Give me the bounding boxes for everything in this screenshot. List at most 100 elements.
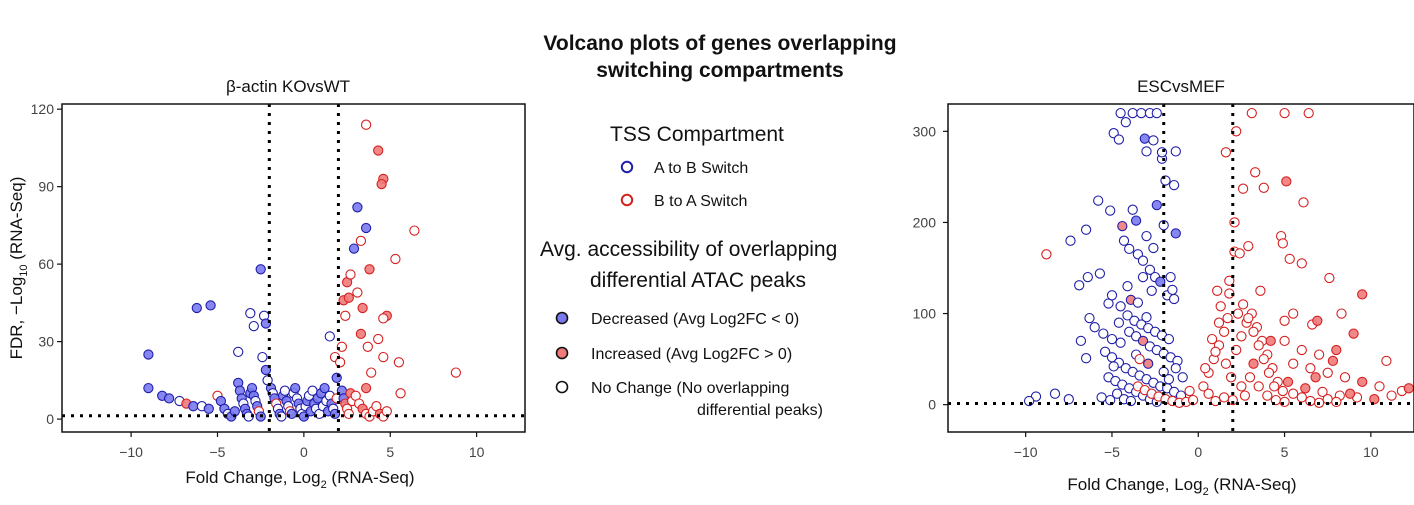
data-point	[373, 145, 384, 156]
data-point	[1080, 224, 1092, 235]
data-point	[276, 411, 287, 422]
x-axis-label: Fold Change, Log2 (RNA-Seq)	[1067, 475, 1296, 498]
legend-increased-marker	[555, 346, 569, 360]
data-point	[1206, 333, 1218, 345]
x-tick-label: 0	[300, 444, 308, 460]
data-point	[290, 382, 301, 394]
data-point	[1265, 335, 1276, 347]
x-axis-label: Fold Change, Log2 (RNA-Seq)	[185, 468, 414, 491]
data-point	[257, 351, 268, 363]
data-point	[1284, 253, 1295, 265]
data-point	[191, 302, 202, 314]
data-point	[1288, 358, 1299, 369]
data-point	[1317, 386, 1328, 398]
x-tick-label: −5	[1104, 444, 1120, 460]
x-tick-label: 0	[1194, 444, 1202, 460]
data-point	[1253, 340, 1264, 351]
data-point	[1263, 367, 1275, 378]
data-point	[395, 388, 406, 399]
data-point	[1143, 358, 1154, 369]
data-points	[1023, 107, 1414, 408]
data-point	[393, 357, 405, 368]
data-point	[345, 269, 356, 280]
x-axis-label-main: Fold Change, Log	[185, 468, 320, 487]
data-point	[366, 367, 377, 378]
data-point	[378, 351, 389, 363]
y-tick-label: 0	[928, 397, 936, 413]
data-point	[1170, 228, 1181, 239]
data-point	[1122, 310, 1133, 321]
data-point	[1200, 363, 1211, 374]
data-point	[1322, 367, 1333, 378]
data-point	[1170, 146, 1181, 157]
data-point	[1300, 383, 1311, 394]
y-axis-label-suffix: (RNA-Seq)	[7, 177, 26, 265]
data-point	[1148, 242, 1159, 254]
data-point	[1255, 285, 1266, 296]
data-point	[390, 253, 401, 265]
data-point	[1243, 240, 1254, 252]
data-point	[1269, 381, 1280, 392]
data-point	[1237, 299, 1249, 310]
data-point	[1141, 312, 1152, 323]
plot-title: β-actin KOvsWT	[226, 77, 350, 96]
data-point	[1239, 390, 1251, 401]
data-point	[1296, 258, 1307, 269]
figure-title-line2: switching compartments	[596, 59, 844, 82]
data-point	[1111, 388, 1123, 399]
data-point	[1115, 337, 1126, 348]
data-point	[1281, 176, 1292, 187]
data-point	[1234, 248, 1245, 259]
data-point	[1082, 271, 1093, 283]
x-tick-label: −10	[1014, 444, 1038, 460]
data-point	[1305, 363, 1316, 374]
data-point	[1243, 312, 1254, 324]
y-axis-label-subscript: 10	[18, 264, 30, 276]
legend-decreased-marker	[555, 311, 569, 325]
x-axis-label-suffix: (RNA-Seq)	[327, 468, 415, 487]
data-point	[143, 349, 154, 360]
data-point	[1151, 107, 1162, 119]
data-point	[1218, 326, 1230, 337]
data-point	[1141, 230, 1152, 242]
legend-nochange-label-line2: differential peaks)	[697, 402, 823, 419]
x-axis-label-subscript: 2	[321, 479, 327, 491]
data-point	[1170, 363, 1181, 374]
data-point	[1288, 388, 1299, 399]
legend-compartment-title: TSS Compartment	[610, 123, 784, 146]
data-point	[1098, 328, 1109, 339]
plot-frame	[61, 103, 526, 433]
data-point	[1303, 107, 1314, 119]
data-point	[1298, 197, 1309, 208]
data-point	[1151, 199, 1162, 211]
data-point	[1210, 395, 1221, 407]
data-point	[1137, 271, 1149, 283]
data-point	[1262, 390, 1273, 401]
data-point	[1093, 195, 1104, 206]
data-point	[163, 393, 175, 404]
data-point	[1357, 376, 1368, 388]
data-point	[373, 333, 384, 345]
data-point	[1089, 322, 1100, 333]
plot-frame	[947, 103, 1414, 433]
data-point	[1312, 315, 1323, 326]
data-point	[1080, 353, 1092, 364]
data-point	[1279, 335, 1290, 347]
data-point	[1177, 372, 1188, 383]
legend-a-to-b-label: A to B Switch	[654, 160, 748, 177]
data-point	[1258, 182, 1269, 193]
data-point	[1198, 381, 1209, 392]
data-point	[1250, 167, 1261, 178]
x-tick-label: 10	[1363, 444, 1379, 460]
y-tick-label: 60	[38, 256, 54, 272]
data-point	[1184, 385, 1195, 397]
data-point	[1277, 385, 1288, 397]
y-tick-label: 30	[38, 334, 54, 350]
data-point	[1137, 255, 1149, 266]
figure-title: Volcano plots of genes overlapping switc…	[420, 30, 1020, 84]
legend-b-to-a-label: B to A Switch	[654, 193, 747, 210]
y-tick-label: 120	[31, 101, 55, 117]
data-point	[1222, 312, 1233, 324]
x-tick-label: 10	[469, 444, 485, 460]
